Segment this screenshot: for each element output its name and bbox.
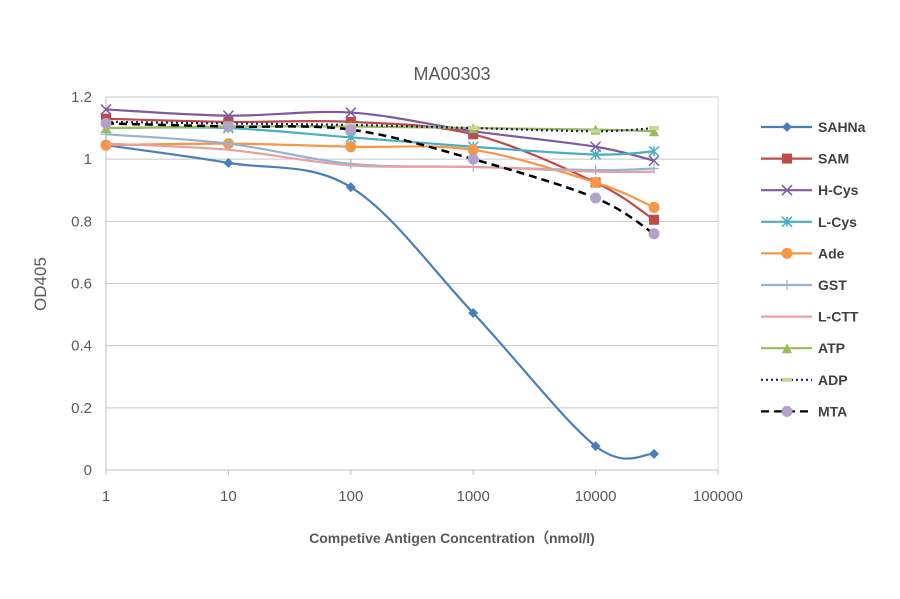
data-point-Ade xyxy=(100,139,112,151)
data-point-SAHNa xyxy=(648,448,659,459)
data-point-ADP xyxy=(590,129,601,134)
chart-title: MA00303 xyxy=(413,64,490,84)
data-point-SAHNa xyxy=(468,308,479,319)
data-point-Ade xyxy=(345,141,357,153)
legend-marker xyxy=(782,280,792,290)
data-point-MTA xyxy=(590,192,602,204)
data-point-SAM xyxy=(648,214,659,225)
x-tick-label: 1000 xyxy=(457,488,490,505)
data-point-GST xyxy=(590,165,601,176)
legend-marker xyxy=(782,153,792,164)
data-point-SAM xyxy=(468,129,479,140)
legend-marker xyxy=(781,405,793,417)
data-point-Ade xyxy=(467,144,479,156)
data-point-ADP xyxy=(468,126,479,131)
x-tick-label: 100 xyxy=(338,488,363,505)
series-line-L-CTT xyxy=(105,142,655,174)
legend-label: L-Cys xyxy=(818,214,857,230)
legend-label: L-CTT xyxy=(818,309,859,325)
data-point-MTA xyxy=(467,153,479,165)
series-line-ADP xyxy=(105,120,655,133)
y-tick-label: 0.4 xyxy=(71,338,92,355)
y-tick-label: 0.2 xyxy=(71,400,92,417)
data-point-H-Cys xyxy=(345,107,357,119)
y-tick-label: 0.8 xyxy=(71,213,92,230)
x-tick-label: 100000 xyxy=(693,488,743,505)
data-point-L-Cys xyxy=(648,145,660,157)
series-line-SAHNa xyxy=(105,144,655,460)
legend-label: H-Cys xyxy=(818,182,859,198)
data-point-SAHNa xyxy=(345,182,356,193)
data-point-ATP xyxy=(648,126,659,137)
legend-label: MTA xyxy=(818,403,847,419)
data-point-MTA xyxy=(648,228,660,240)
legend-marker xyxy=(782,377,792,382)
y-tick-label: 1.2 xyxy=(71,89,92,106)
legend-label: SAHNa xyxy=(818,119,866,135)
legend-label: ADP xyxy=(818,372,848,388)
data-point-SAHNa xyxy=(590,441,601,452)
x-tick-label: 10 xyxy=(220,488,237,505)
data-point-MTA xyxy=(100,117,112,129)
legend-label: GST xyxy=(818,277,847,293)
y-tick-label: 1 xyxy=(84,151,92,168)
legend-marker xyxy=(782,122,792,132)
data-point-Ade xyxy=(648,201,660,213)
data-point-MTA xyxy=(345,124,357,136)
legend-label: Ade xyxy=(818,245,845,261)
legend-marker xyxy=(781,184,793,196)
data-point-ADP xyxy=(648,126,659,131)
data-point-GST xyxy=(345,158,356,169)
data-point-GST xyxy=(223,138,234,149)
y-axis-label: OD405 xyxy=(31,257,50,311)
x-tick-label: 1 xyxy=(102,488,110,505)
legend-marker xyxy=(781,247,793,259)
legend-label: ATP xyxy=(818,340,845,356)
y-tick-label: 0.6 xyxy=(71,276,92,293)
data-point-H-Cys xyxy=(222,110,234,122)
data-point-GST xyxy=(649,163,659,174)
y-tick-label: 0 xyxy=(84,462,92,479)
data-point-H-Cys xyxy=(648,155,660,167)
x-axis-label: Competive Antigen Concentration（nmol/l) xyxy=(309,530,595,546)
legend-marker xyxy=(782,343,792,354)
legend-marker xyxy=(781,216,793,228)
data-point-SAHNa xyxy=(223,157,234,168)
data-point-L-Cys xyxy=(590,148,602,161)
legend-label: SAM xyxy=(818,151,849,167)
data-point-H-Cys xyxy=(100,103,112,115)
data-point-MTA xyxy=(222,121,234,133)
data-point-Ade xyxy=(590,176,602,188)
data-point-H-Cys xyxy=(590,141,602,153)
x-tick-label: 10000 xyxy=(575,488,617,505)
